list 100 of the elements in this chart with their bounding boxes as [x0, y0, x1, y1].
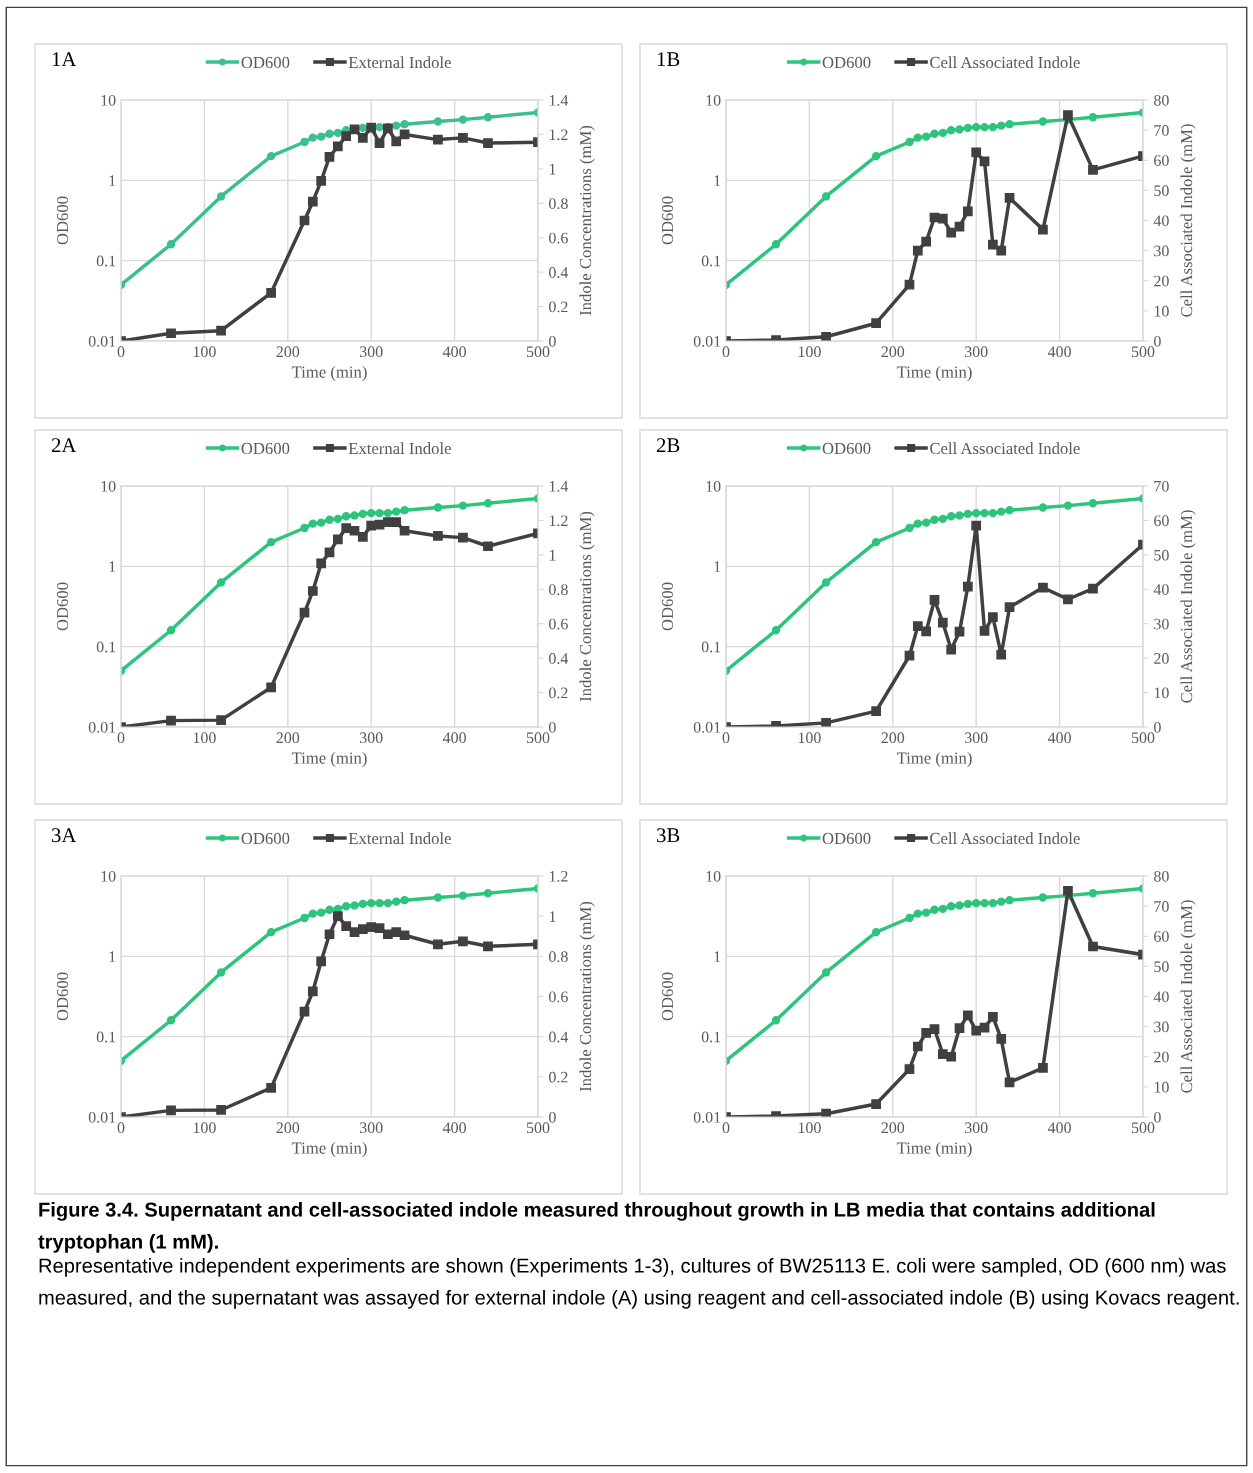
- point: [216, 192, 226, 201]
- point: [400, 896, 409, 905]
- x-tick-label: 400: [1047, 346, 1071, 358]
- legend-label: OD600: [241, 832, 290, 845]
- y-tick-label: 0.01: [693, 335, 721, 347]
- point: [266, 537, 276, 547]
- x-axis-title: Time (min): [291, 365, 367, 382]
- point: [367, 508, 376, 518]
- y2-tick-label: 20: [1154, 275, 1169, 287]
- x-axis-title: Time (min): [896, 365, 972, 382]
- y2-tick-label: 60: [1154, 155, 1169, 166]
- x-tick-label: 0: [722, 346, 730, 358]
- point: [483, 889, 493, 898]
- point: [1088, 113, 1098, 122]
- x-axis-title: Time (min): [896, 1141, 972, 1158]
- y-tick-label: 10: [706, 94, 721, 106]
- x-tick-label: 200: [276, 1122, 300, 1134]
- y2-tick-label: 0: [1154, 1111, 1161, 1123]
- point: [358, 123, 368, 133]
- y-tick-label: 1: [109, 561, 116, 572]
- point: [921, 518, 931, 527]
- point: [821, 192, 831, 201]
- y2-tick-label: 0.8: [549, 584, 568, 596]
- point: [300, 913, 309, 923]
- point: [972, 508, 981, 518]
- point: [1038, 893, 1048, 902]
- y2-tick-label: 0: [1154, 721, 1161, 733]
- point: [367, 898, 376, 908]
- legend-label: OD600: [241, 442, 290, 455]
- x-tick-label: 200: [881, 1122, 905, 1134]
- point: [913, 909, 922, 918]
- y2-axis-title: Indole Concentrations (mM): [579, 901, 595, 1092]
- y-axis-title: OD600: [661, 972, 674, 1021]
- point: [325, 129, 334, 138]
- x-tick-label: 200: [881, 346, 905, 358]
- point: [997, 897, 1006, 906]
- point: [947, 512, 956, 521]
- y2-axis-title: Cell Associated Indole (mM): [1180, 900, 1196, 1093]
- x-tick-label: 500: [526, 1122, 550, 1134]
- x-tick-label: 100: [193, 1122, 216, 1134]
- point: [375, 122, 384, 132]
- point: [938, 514, 948, 524]
- point: [980, 122, 989, 132]
- x-tick-label: 100: [798, 732, 821, 744]
- point: [300, 523, 309, 533]
- y2-tick-label: 0.8: [549, 198, 568, 210]
- x-tick-label: 200: [276, 732, 300, 744]
- point: [930, 905, 939, 914]
- point: [1038, 117, 1048, 126]
- point: [988, 898, 998, 908]
- point: [358, 509, 368, 519]
- x-tick-label: 200: [881, 732, 905, 744]
- x-tick-label: 300: [359, 346, 383, 358]
- x-tick-label: 0: [722, 1122, 730, 1134]
- point: [905, 137, 914, 147]
- point: [358, 899, 368, 909]
- y-tick-label: 10: [706, 480, 721, 492]
- x-tick-label: 100: [798, 1122, 821, 1134]
- y2-tick-label: 30: [1154, 1021, 1169, 1033]
- y-axis-title: OD600: [56, 582, 69, 631]
- point: [316, 518, 326, 527]
- point: [771, 1016, 781, 1025]
- point: [433, 893, 443, 902]
- y-axis-title: OD600: [661, 196, 674, 245]
- x-tick-label: 400: [442, 346, 466, 358]
- x-tick-label: 400: [442, 732, 466, 744]
- y2-tick-label: 50: [1154, 549, 1169, 561]
- point: [375, 508, 384, 518]
- point: [821, 578, 831, 587]
- y2-axis-title: Cell Associated Indole (mM): [1180, 510, 1196, 703]
- y2-tick-label: 0.8: [549, 951, 568, 963]
- point: [325, 515, 334, 524]
- point: [988, 508, 998, 518]
- x-tick-label: 300: [964, 346, 988, 358]
- y-tick-label: 10: [706, 870, 721, 882]
- legend-label: External Indole: [348, 442, 451, 455]
- point: [216, 578, 226, 587]
- x-tick-label: 100: [798, 346, 821, 358]
- legend-label: External Indole: [348, 56, 451, 69]
- x-tick-label: 100: [193, 346, 216, 358]
- y2-tick-label: 0.4: [549, 267, 569, 278]
- y2-tick-label: 10: [1154, 1081, 1169, 1093]
- x-tick-label: 300: [359, 1122, 383, 1134]
- point: [947, 902, 956, 911]
- y2-tick-label: 30: [1154, 245, 1169, 257]
- y2-tick-label: 1.2: [549, 870, 568, 882]
- y-tick-label: 1: [109, 175, 116, 186]
- x-tick-label: 0: [117, 1122, 125, 1134]
- point: [216, 968, 226, 977]
- x-tick-label: 0: [117, 732, 125, 744]
- point: [458, 891, 468, 900]
- y-tick-label: 1: [714, 561, 721, 572]
- x-tick-label: 300: [964, 732, 988, 744]
- y-axis-title: OD600: [661, 582, 674, 631]
- y2-tick-label: 60: [1154, 515, 1169, 527]
- point: [325, 905, 334, 914]
- x-tick-label: 400: [1047, 1122, 1071, 1134]
- point: [316, 132, 326, 141]
- legend-label: Cell Associated Indole: [930, 832, 1080, 845]
- point: [871, 927, 881, 937]
